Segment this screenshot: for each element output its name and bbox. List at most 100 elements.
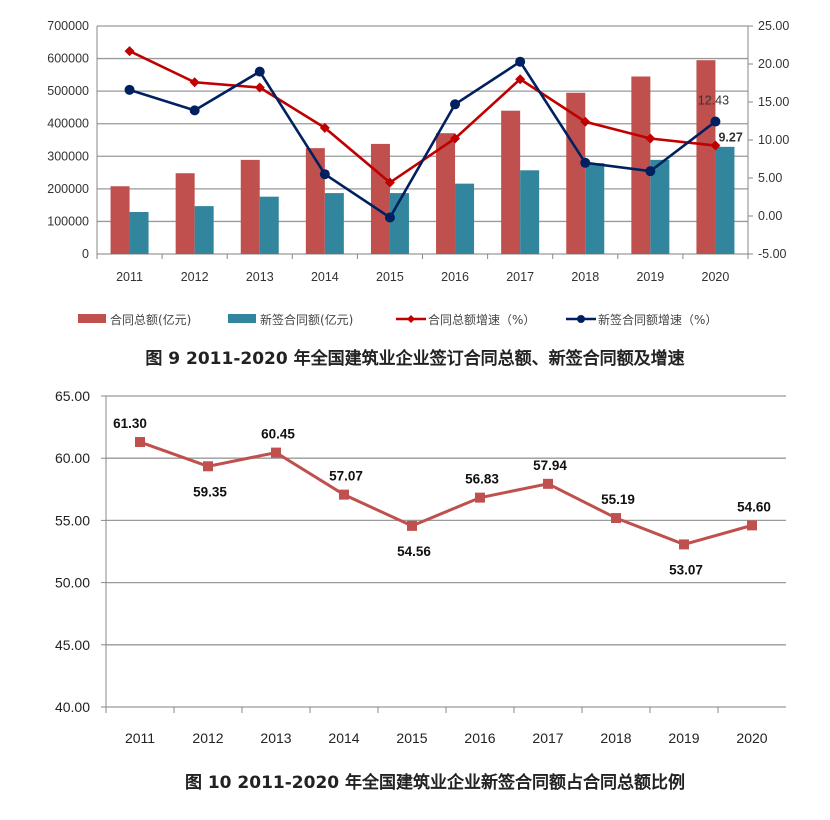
legend-swatch [228,314,256,323]
legend-label: 新签合同额增速（%） [598,312,717,327]
bar-new-contract [585,163,605,254]
x-tick-label: 2020 [702,270,730,284]
bar-new-contract [324,193,344,254]
point-contract-total-growth [580,116,591,127]
data-label: 9.27 [718,131,742,145]
x-tick-label: 2015 [396,730,427,746]
x-tick-label: 2011 [116,270,143,284]
point-contract-total-growth [384,177,395,188]
legend-marker [577,315,585,323]
x-tick-label: 2016 [464,730,495,746]
x-tick-label: 2013 [260,730,291,746]
bar-contract-total [501,110,521,254]
data-label: 57.94 [533,458,567,473]
point-contract-total-growth [710,140,721,151]
x-tick-label: 2018 [571,270,599,284]
x-tick-label: 2012 [181,270,209,284]
x-tick-label: 2015 [376,270,404,284]
ratio-point [747,520,757,531]
ratio-point [203,461,213,472]
ratio-point [271,447,281,458]
point-contract-total-growth [450,133,461,144]
y-right-tick-label: 10.00 [758,133,789,147]
x-tick-label: 2014 [311,270,339,284]
x-tick-label: 2013 [246,270,274,284]
chart-title-fig10: 图 10 2011-2020 年全国建筑业企业新签合同额占合同总额比例 [185,772,685,793]
y-left-tick-label: 300000 [47,149,89,163]
y-tick-label: 40.00 [55,699,90,715]
point-new-contract-growth [189,105,200,116]
y-left-tick-label: 700000 [47,19,89,33]
y-right-tick-label: -5.00 [758,247,787,261]
bar-contract-total [631,76,651,254]
x-tick-label: 2017 [506,270,534,284]
ratio-line [139,440,753,546]
x-tick-label: 2017 [532,730,563,746]
y-left-tick-label: 0 [82,247,89,261]
y-tick-label: 45.00 [55,637,90,653]
data-label: 55.19 [601,492,635,507]
y-right-tick-label: 25.00 [758,19,789,33]
x-tick-label: 2014 [328,730,359,746]
data-label: 56.83 [465,472,499,487]
bar-new-contract [650,159,670,254]
legend-label: 合同总额增速（%） [428,312,535,327]
data-label: 54.56 [397,544,431,559]
bar-contract-total [566,92,586,255]
point-contract-total-growth [124,46,135,57]
x-tick-label: 2019 [668,730,699,746]
y-tick-label: 60.00 [55,450,90,466]
x-tick-label: 2011 [125,730,155,746]
bar-new-contract [455,183,475,254]
point-new-contract-growth [450,99,461,110]
y-tick-label: 55.00 [55,512,90,528]
data-label: 54.60 [737,499,771,514]
y-tick-label: 50.00 [55,575,90,591]
bar-new-contract [520,170,540,254]
x-tick-label: 2016 [441,270,469,284]
ratio-point [135,437,145,448]
point-new-contract-growth [124,84,135,95]
ratio-point [339,489,349,500]
data-label: 12.43 [698,94,729,108]
bar-contract-total [370,143,390,254]
point-contract-total-growth [189,77,200,88]
data-label: 53.07 [669,562,703,577]
chart-legend: 合同总额(亿元) 新签合同额(亿元) 合同总额增速（%） 新签合同额增速（%） [78,312,717,327]
x-tick-label: 2018 [600,730,631,746]
point-new-contract-growth [580,157,591,168]
line-new-contract-growth [129,59,717,220]
legend-marker [407,315,415,323]
bar-contract-total [175,173,195,254]
legend-label: 新签合同额(亿元) [260,312,353,327]
y-right-tick-label: 0.00 [758,209,782,223]
point-contract-total-growth [645,133,656,144]
data-label: 60.45 [261,427,295,442]
point-new-contract-growth [710,116,721,127]
bar-contract-total [110,186,130,254]
point-new-contract-growth [319,169,330,180]
point-new-contract-growth [515,56,526,67]
chart-title-fig9: 图 9 2011-2020 年全国建筑业企业签订合同总额、新签合同额及增速 [145,348,684,369]
bar-contract-total [240,159,260,254]
data-label: 59.35 [193,484,227,499]
ratio-point [679,539,689,550]
x-tick-label: 2019 [636,270,664,284]
point-new-contract-growth [384,212,395,223]
ratio-point [611,513,621,524]
chart-contract-totals: 0 100000 200000 300000 400000 500000 600000 700… [47,19,789,284]
point-contract-total-growth [515,74,526,85]
x-tick-label: 2012 [192,730,223,746]
ratio-point [475,492,485,503]
legend-swatch [78,314,106,323]
y-left-tick-label: 600000 [47,52,89,66]
y-right-tick-label: 20.00 [758,57,789,71]
legend-label: 合同总额(亿元) [110,312,191,327]
ratio-point [543,478,553,489]
y-left-tick-label: 100000 [47,214,89,228]
point-contract-total-growth [319,122,330,133]
bar-contract-total [305,148,325,254]
point-contract-total-growth [254,82,265,93]
y-left-tick-label: 200000 [47,182,89,196]
bar-contract-total [696,60,716,255]
